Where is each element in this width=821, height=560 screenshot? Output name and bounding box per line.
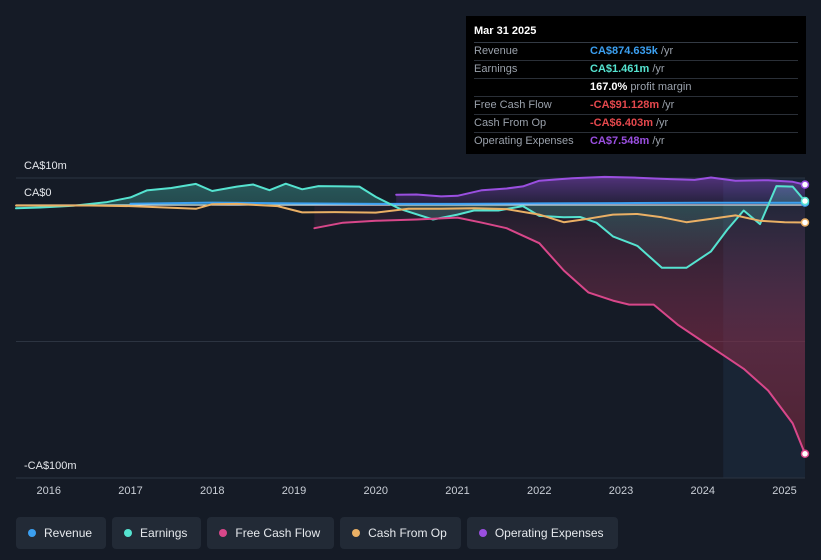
tooltip-row-profit-margin: 167.0% profit margin xyxy=(474,79,798,97)
legend: Revenue Earnings Free Cash Flow Cash From O… xyxy=(16,517,618,549)
tooltip-row-label xyxy=(474,79,590,96)
tooltip-row-value: 167.0% xyxy=(590,81,628,93)
legend-item-label: Revenue xyxy=(44,526,93,540)
tooltip-row-value: CA$874.635k xyxy=(590,45,658,57)
legend-dot-icon xyxy=(478,529,487,537)
tooltip-row-value: CA$1.461m xyxy=(590,63,650,75)
tooltip-row-unit: profit margin xyxy=(630,81,692,93)
legend-item-free-cash-flow[interactable]: Free Cash Flow xyxy=(207,517,335,549)
x-tick-2020: 2020 xyxy=(363,485,388,497)
tooltip-row-unit: /yr xyxy=(660,45,674,57)
tooltip-row-unit: /yr xyxy=(662,99,675,111)
x-tick-2023: 2023 xyxy=(608,485,634,497)
y-axis-zero-label: CA$0 xyxy=(24,187,52,199)
legend-dot-icon xyxy=(28,529,36,537)
tooltip-row-cash-from-op: Cash From Op -CA$6.403m/yr xyxy=(474,115,798,133)
legend-item-label: Earnings xyxy=(140,526,188,540)
tooltip-row-label: Free Cash Flow xyxy=(474,99,552,111)
legend-item-label: Cash From Op xyxy=(368,526,447,540)
tooltip-row-value: -CA$6.403m xyxy=(590,117,653,129)
series-end-dots xyxy=(800,180,810,459)
y-axis-top-label: CA$10m xyxy=(24,160,67,172)
tooltip-row-operating-expenses: Operating Expenses CA$7.548m/yr xyxy=(474,133,798,150)
legend-item-label: Free Cash Flow xyxy=(235,526,321,540)
legend-dot-icon xyxy=(124,529,133,537)
earnings-end-dot xyxy=(800,196,810,206)
free-cash-flow-end-dot xyxy=(800,449,810,459)
tooltip-row-revenue: Revenue CA$874.635k/yr xyxy=(474,43,798,61)
tooltip-panel: Mar 31 2025 Revenue CA$874.635k/yr Earning… xyxy=(466,16,806,154)
tooltip-row-label: Earnings xyxy=(474,63,518,75)
tooltip-rows: Revenue CA$874.635k/yr Earnings CA$1.461m/y… xyxy=(474,43,798,150)
y-axis-bottom-label: -CA$100m xyxy=(24,460,77,472)
x-tick-2017: 2017 xyxy=(118,485,143,497)
x-tick-2016: 2016 xyxy=(36,485,61,497)
operating-expenses-area xyxy=(396,176,805,205)
tooltip-row-unit: /yr xyxy=(652,135,665,147)
x-tick-2022: 2022 xyxy=(527,485,552,497)
legend-item-earnings[interactable]: Earnings xyxy=(112,517,202,549)
series-lines xyxy=(15,175,806,455)
legend-item-operating-expenses[interactable]: Operating Expenses xyxy=(466,517,618,549)
x-tick-2018: 2018 xyxy=(199,485,225,497)
x-tick-2021: 2021 xyxy=(445,485,470,497)
legend-item-cash-from-op[interactable]: Cash From Op xyxy=(340,517,461,549)
cash-from-op-line xyxy=(15,202,806,224)
tooltip-row-free-cash-flow: Free Cash Flow -CA$91.128m/yr xyxy=(474,97,798,115)
tooltip-row-earnings: Earnings CA$1.461m/yr xyxy=(474,61,798,79)
x-tick-2024: 2024 xyxy=(690,485,716,497)
tooltip-row-value: CA$7.548m xyxy=(590,135,650,147)
tooltip-row-label: Revenue xyxy=(474,45,519,57)
tooltip-date: Mar 31 2025 xyxy=(474,24,798,43)
legend-dot-icon xyxy=(219,529,228,537)
legend-dot-icon xyxy=(352,529,361,537)
x-tick-2019: 2019 xyxy=(281,485,307,497)
free-cash-flow-line xyxy=(313,216,806,455)
tooltip-row-value: -CA$91.128m xyxy=(590,99,660,111)
revenue-line xyxy=(129,201,806,205)
operating-expenses-end-dot xyxy=(800,180,810,189)
tooltip-row-unit: /yr xyxy=(652,63,665,75)
cash-from-op-end-dot xyxy=(800,218,810,227)
series-areas xyxy=(16,176,805,454)
tooltip-row-label: Cash From Op xyxy=(474,117,547,129)
tooltip-row-unit: /yr xyxy=(655,117,669,129)
operating-expenses-line xyxy=(395,175,806,198)
tooltip-row-label: Operating Expenses xyxy=(474,135,574,147)
legend-item-label: Operating Expenses xyxy=(494,526,604,540)
legend-item-revenue[interactable]: Revenue xyxy=(16,517,107,549)
x-tick-2025: 2025 xyxy=(772,485,797,497)
